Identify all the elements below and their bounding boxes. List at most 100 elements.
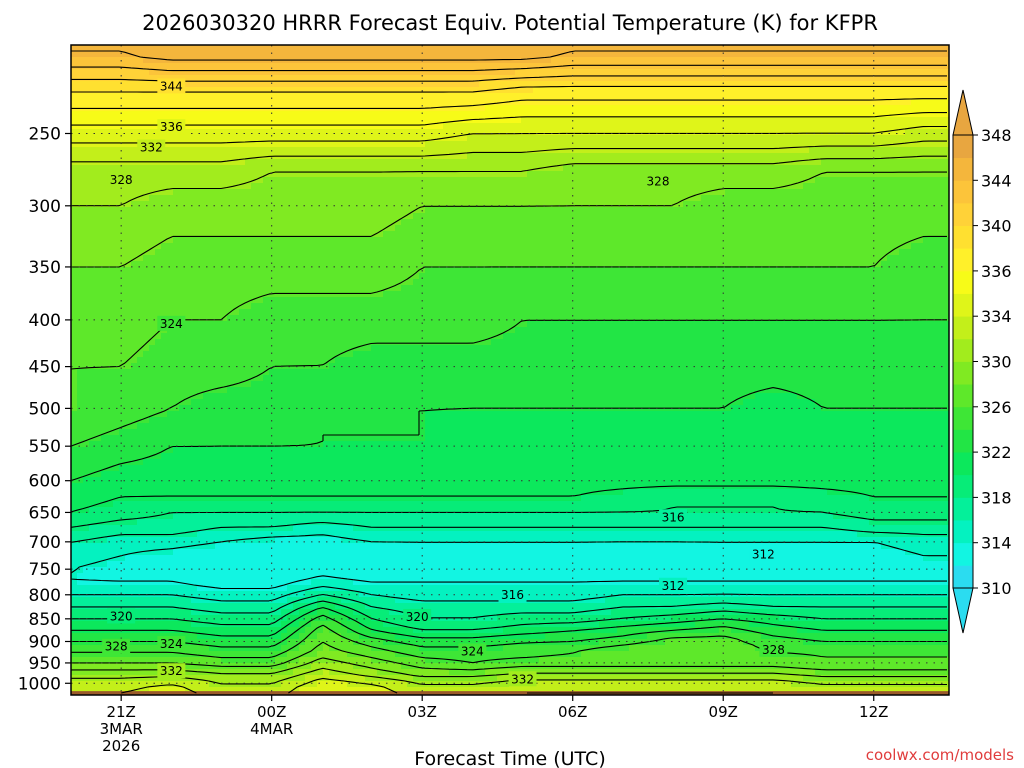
field-cell (653, 243, 660, 250)
field-cell (791, 195, 798, 202)
field-cell (515, 129, 522, 136)
field-cell (623, 159, 630, 166)
field-cell (629, 189, 636, 196)
field-cell (113, 111, 120, 118)
field-cell (911, 57, 918, 64)
field-cell (665, 225, 672, 232)
field-cell (623, 63, 630, 70)
field-cell (299, 111, 306, 118)
field-cell (731, 189, 738, 196)
field-cell (425, 141, 432, 148)
field-cell (299, 117, 306, 124)
field-cell (437, 99, 444, 106)
field-cell (635, 93, 642, 100)
field-cell (161, 213, 168, 220)
field-cell (251, 69, 258, 76)
field-cell (665, 195, 672, 202)
field-cell (335, 99, 342, 106)
field-cell (215, 231, 222, 238)
field-cell (551, 93, 558, 100)
field-cell (515, 213, 522, 220)
field-cell (605, 183, 612, 190)
field-cell (149, 99, 156, 106)
field-cell (281, 225, 288, 232)
field-cell (785, 129, 792, 136)
field-cell (401, 75, 408, 82)
field-cell (467, 231, 474, 238)
field-cell (443, 123, 450, 130)
field-cell (911, 183, 918, 190)
field-cell (491, 195, 498, 202)
field-cell (797, 69, 804, 76)
field-cell (809, 129, 816, 136)
field-cell (611, 51, 618, 58)
field-cell (839, 147, 846, 154)
field-cell (725, 63, 732, 70)
field-cell (749, 75, 756, 82)
field-cell (431, 225, 438, 232)
field-cell (245, 87, 252, 94)
field-cell (863, 69, 870, 76)
field-cell (305, 111, 312, 118)
field-cell (479, 243, 486, 250)
field-cell (95, 153, 102, 160)
field-cell (941, 171, 948, 178)
field-cell (77, 171, 84, 178)
field-cell (701, 243, 708, 250)
field-cell (815, 93, 822, 100)
field-cell (305, 225, 312, 232)
field-cell (893, 171, 900, 178)
field-cell (845, 105, 852, 112)
field-cell (821, 69, 828, 76)
field-cell (851, 81, 858, 88)
field-cell (803, 201, 810, 208)
field-cell (809, 141, 816, 148)
field-cell (929, 201, 936, 208)
field-cell (155, 201, 162, 208)
field-cell (251, 63, 258, 70)
field-cell (737, 243, 744, 250)
field-cell (287, 63, 294, 70)
field-cell (77, 183, 84, 190)
field-cell (167, 153, 174, 160)
field-cell (443, 189, 450, 196)
field-cell (353, 93, 360, 100)
field-cell (467, 87, 474, 94)
field-cell (365, 123, 372, 130)
field-cell (917, 213, 924, 220)
field-cell (389, 141, 396, 148)
field-cell (761, 63, 768, 70)
field-cell (287, 117, 294, 124)
field-cell (821, 201, 828, 208)
field-cell (539, 57, 546, 64)
field-cell (779, 171, 786, 178)
field-cell (167, 207, 174, 214)
field-cell (731, 141, 738, 148)
field-cell (869, 93, 876, 100)
field-cell (503, 171, 510, 178)
field-cell (515, 69, 522, 76)
field-cell (845, 45, 852, 52)
field-cell (371, 165, 378, 172)
field-cell (257, 237, 264, 244)
field-cell (515, 231, 522, 238)
field-cell (563, 45, 570, 52)
field-cell (137, 57, 144, 64)
field-cell (473, 225, 480, 232)
field-cell (743, 123, 750, 130)
field-cell (455, 75, 462, 82)
field-cell (143, 117, 150, 124)
field-cell (227, 237, 234, 244)
field-cell (845, 141, 852, 148)
field-cell (869, 147, 876, 154)
field-cell (305, 141, 312, 148)
field-cell (425, 207, 432, 214)
field-cell (743, 57, 750, 64)
field-cell (233, 93, 240, 100)
field-cell (233, 75, 240, 82)
field-cell (473, 87, 480, 94)
field-cell (371, 225, 378, 232)
field-cell (197, 165, 204, 172)
field-cell (167, 99, 174, 106)
field-cell (743, 177, 750, 184)
